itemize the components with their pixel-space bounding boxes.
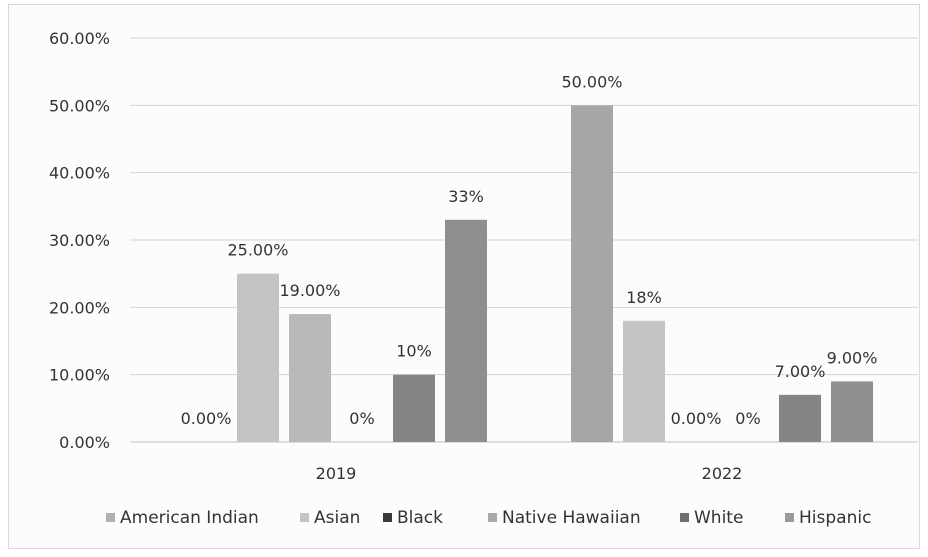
bar (623, 320, 665, 442)
y-tick-label: 60.00% (49, 29, 110, 48)
legend-swatch (680, 513, 689, 522)
legend-swatch (106, 513, 115, 522)
data-label: 25.00% (227, 241, 288, 260)
legend-label: American Indian (120, 508, 259, 528)
legend-swatch (488, 513, 497, 522)
data-label: 33% (448, 187, 484, 206)
legend-label: Asian (314, 508, 360, 528)
bar (393, 374, 435, 442)
y-tick-label: 50.00% (49, 96, 110, 115)
data-label: 50.00% (561, 72, 622, 91)
y-tick-label: 0.00% (59, 433, 110, 452)
y-tick-label: 10.00% (49, 366, 110, 385)
y-tick-label: 30.00% (49, 231, 110, 250)
data-label: 0.00% (181, 409, 232, 428)
legend-label: Native Hawaiian (502, 508, 641, 528)
data-label: 9.00% (827, 348, 878, 367)
data-label: 18% (626, 288, 662, 307)
bar (289, 314, 331, 442)
legend-label: Black (397, 508, 443, 528)
bar (237, 273, 279, 442)
x-tick-label: 2022 (702, 464, 743, 483)
y-tick-label: 40.00% (49, 164, 110, 183)
data-label: 0.00% (671, 409, 722, 428)
legend-label: Hispanic (799, 508, 871, 528)
bar (445, 219, 487, 442)
bar (779, 394, 821, 442)
y-tick-label: 20.00% (49, 298, 110, 317)
legend-swatch (785, 513, 794, 522)
data-label: 0% (349, 409, 374, 428)
data-label: 7.00% (775, 362, 826, 381)
legend-label: White (694, 508, 743, 528)
legend-swatch (300, 513, 309, 522)
legend-swatch (383, 513, 392, 522)
bar (571, 105, 613, 442)
data-label: 19.00% (279, 281, 340, 300)
data-label: 0% (735, 409, 760, 428)
bar (831, 381, 873, 442)
x-tick-label: 2019 (316, 464, 357, 483)
data-label: 10% (396, 342, 432, 361)
